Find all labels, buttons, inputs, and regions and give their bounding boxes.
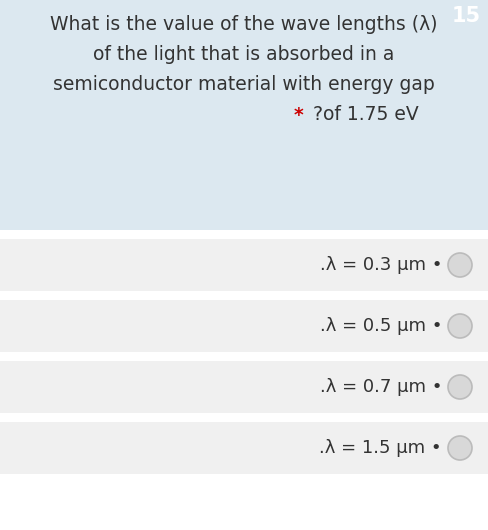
Text: of the light that is absorbed in a: of the light that is absorbed in a xyxy=(93,46,394,65)
FancyBboxPatch shape xyxy=(0,239,488,291)
Text: .λ = 0.3 μm •: .λ = 0.3 μm • xyxy=(319,256,441,274)
Circle shape xyxy=(447,436,471,460)
FancyBboxPatch shape xyxy=(0,361,488,413)
Circle shape xyxy=(447,253,471,277)
Text: 15: 15 xyxy=(450,6,480,26)
FancyBboxPatch shape xyxy=(0,300,488,352)
Text: *: * xyxy=(293,105,303,125)
Text: .λ = 1.5 μm •: .λ = 1.5 μm • xyxy=(319,439,441,457)
FancyBboxPatch shape xyxy=(442,0,488,32)
FancyBboxPatch shape xyxy=(0,422,488,474)
Text: What is the value of the wave lengths (λ): What is the value of the wave lengths (λ… xyxy=(50,15,437,34)
Circle shape xyxy=(447,314,471,338)
Text: .λ = 0.7 μm •: .λ = 0.7 μm • xyxy=(319,378,441,396)
Text: .λ = 0.5 μm •: .λ = 0.5 μm • xyxy=(319,317,441,335)
Text: semiconductor material with energy gap: semiconductor material with energy gap xyxy=(53,75,434,94)
Circle shape xyxy=(447,375,471,399)
Text: ?of 1.75 eV: ?of 1.75 eV xyxy=(306,105,418,125)
FancyBboxPatch shape xyxy=(0,0,488,230)
